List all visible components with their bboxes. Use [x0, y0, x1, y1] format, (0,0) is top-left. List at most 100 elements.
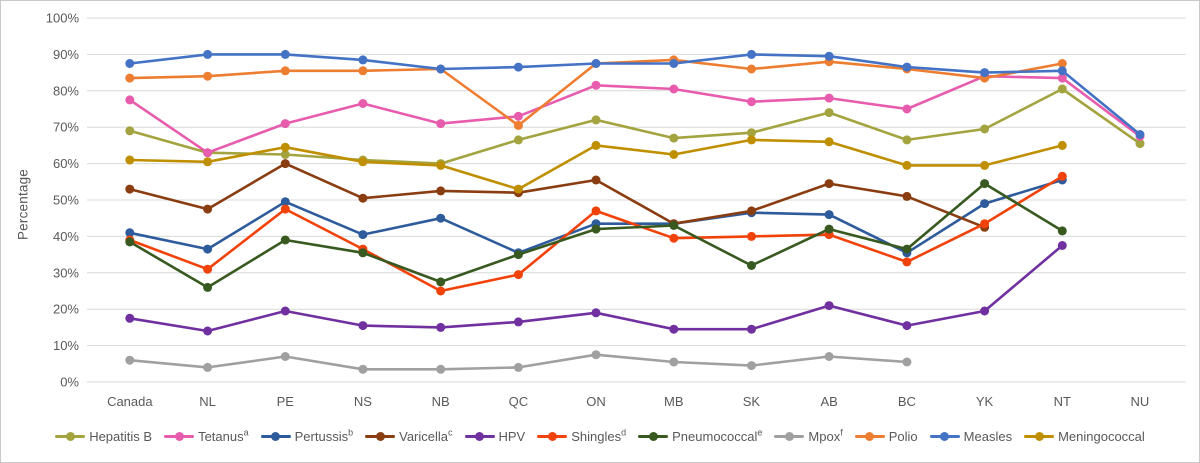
y-tick-label-0%: 0% — [60, 375, 79, 390]
point-varicella-sk — [747, 206, 756, 216]
legend-marker-dot — [271, 432, 281, 441]
point-pertussis-canada — [125, 228, 135, 238]
y-tick-label-40%: 40% — [53, 229, 79, 244]
legend-marker-dot — [65, 432, 75, 441]
point-pneumococcal-bc — [902, 244, 912, 254]
point-meningococcal-yk — [980, 160, 990, 170]
legend-marker-hpv-icon — [464, 432, 495, 442]
x-tick-label-sk: SK — [743, 394, 761, 409]
x-tick-label-pe: PE — [277, 394, 295, 409]
point-shingles-mb — [669, 233, 679, 243]
x-tick-label-on: ON — [586, 394, 606, 409]
point-pneumococcal-sk — [747, 261, 756, 270]
legend-label-tetanus: Tetanusa — [198, 427, 249, 444]
point-measles-qc — [513, 62, 523, 72]
point-hpv-mb — [669, 324, 679, 334]
point-hepatitis-b-bc — [902, 135, 912, 145]
point-pneumococcal-on — [591, 224, 601, 234]
legend-label-mpox: Mpoxf — [808, 427, 843, 444]
series-line-tetanus — [128, 74, 1142, 154]
point-pneumococcal-nt — [1057, 226, 1067, 236]
legend-marker-shingles-icon — [537, 432, 568, 442]
point-hpv-canada — [125, 313, 135, 323]
point-tetanus-nl — [203, 148, 213, 158]
legend-item-polio: Polio — [854, 429, 918, 444]
legend-label-pneumococcal: Pneumococcale — [672, 427, 763, 444]
series-pertussis — [125, 175, 1067, 258]
point-pertussis-nb — [436, 213, 446, 223]
point-measles-yk — [980, 68, 990, 78]
legend-item-pertussis: Pertussisb — [260, 427, 354, 444]
point-hpv-pe — [280, 306, 290, 316]
point-varicella-canada — [125, 184, 135, 194]
legend-marker-dot — [865, 432, 875, 441]
point-tetanus-nb — [436, 119, 446, 129]
point-varicella-ns — [358, 193, 368, 203]
point-varicella-pe — [280, 159, 290, 169]
point-pertussis-pe — [280, 197, 290, 207]
point-meningococcal-bc — [902, 160, 912, 170]
point-tetanus-pe — [280, 119, 290, 129]
legend-item-meningococcal: Meningococcal — [1024, 429, 1145, 444]
legend-marker-dot — [1034, 432, 1044, 441]
point-shingles-nb — [436, 286, 446, 296]
point-measles-nb — [436, 64, 446, 74]
legend-marker-mpox-icon — [774, 432, 805, 442]
point-shingles-pe — [280, 204, 290, 214]
point-pertussis-ns — [358, 230, 368, 240]
point-shingles-sk — [747, 231, 756, 241]
point-pneumococcal-nb — [436, 277, 446, 287]
point-hepatitis-b-yk — [980, 124, 990, 134]
point-mpox-sk — [747, 361, 756, 371]
legend-item-varicella: Varicellac — [365, 427, 453, 444]
series-measles — [125, 49, 1145, 139]
legend-label-pertussis: Pertussisb — [294, 427, 354, 444]
point-meningococcal-pe — [280, 142, 290, 152]
point-hpv-nb — [436, 322, 446, 332]
point-tetanus-bc — [902, 104, 912, 114]
point-measles-mb — [669, 59, 679, 68]
point-hepatitis-b-on — [591, 115, 601, 125]
series-pneumococcal — [125, 179, 1067, 292]
legend-label-varicella: Varicellac — [399, 427, 453, 444]
series-line-hepatitis-b — [128, 87, 1142, 165]
point-hpv-ns — [358, 321, 368, 331]
point-pneumococcal-ns — [358, 248, 368, 258]
point-measles-bc — [902, 62, 912, 72]
legend-label-hpv: HPV — [498, 429, 526, 444]
point-pneumococcal-yk — [980, 179, 990, 189]
legend-item-mpox: Mpoxf — [774, 427, 843, 444]
legend-marker-pneumococcal-icon — [638, 432, 669, 442]
legend-marker-dot — [648, 432, 658, 441]
point-mpox-nb — [436, 364, 446, 374]
y-tick-label-20%: 20% — [53, 302, 79, 317]
point-polio-sk — [747, 64, 756, 74]
point-meningococcal-nl — [203, 157, 213, 167]
legend-item-hpv: HPV — [464, 429, 526, 444]
legend-marker-dot — [940, 432, 950, 441]
point-measles-ns — [358, 55, 368, 65]
point-pneumococcal-canada — [125, 237, 135, 247]
x-tick-label-nb: NB — [432, 394, 450, 409]
point-polio-nt — [1057, 59, 1067, 68]
point-mpox-pe — [280, 352, 290, 361]
x-tick-label-nl: NL — [199, 394, 216, 409]
point-meningococcal-mb — [669, 150, 679, 159]
y-tick-label-100%: 100% — [46, 11, 80, 26]
point-tetanus-nt — [1057, 73, 1067, 83]
point-meningococcal-sk — [747, 135, 756, 145]
point-hpv-nl — [203, 326, 213, 336]
point-hepatitis-b-nt — [1057, 84, 1067, 94]
point-mpox-ns — [358, 364, 368, 374]
series-mpox — [125, 350, 912, 374]
x-tick-label-canada: Canada — [107, 394, 153, 409]
point-shingles-nt — [1057, 171, 1067, 181]
legend-label-polio: Polio — [888, 429, 918, 444]
legend-marker-dot — [784, 432, 794, 441]
series-line-pneumococcal — [128, 182, 1064, 289]
point-mpox-mb — [669, 357, 679, 367]
point-mpox-nl — [203, 362, 213, 372]
legend-marker-dot — [547, 432, 557, 441]
legend-marker-dot — [475, 432, 484, 441]
legend-item-measles: Measles — [929, 429, 1012, 444]
